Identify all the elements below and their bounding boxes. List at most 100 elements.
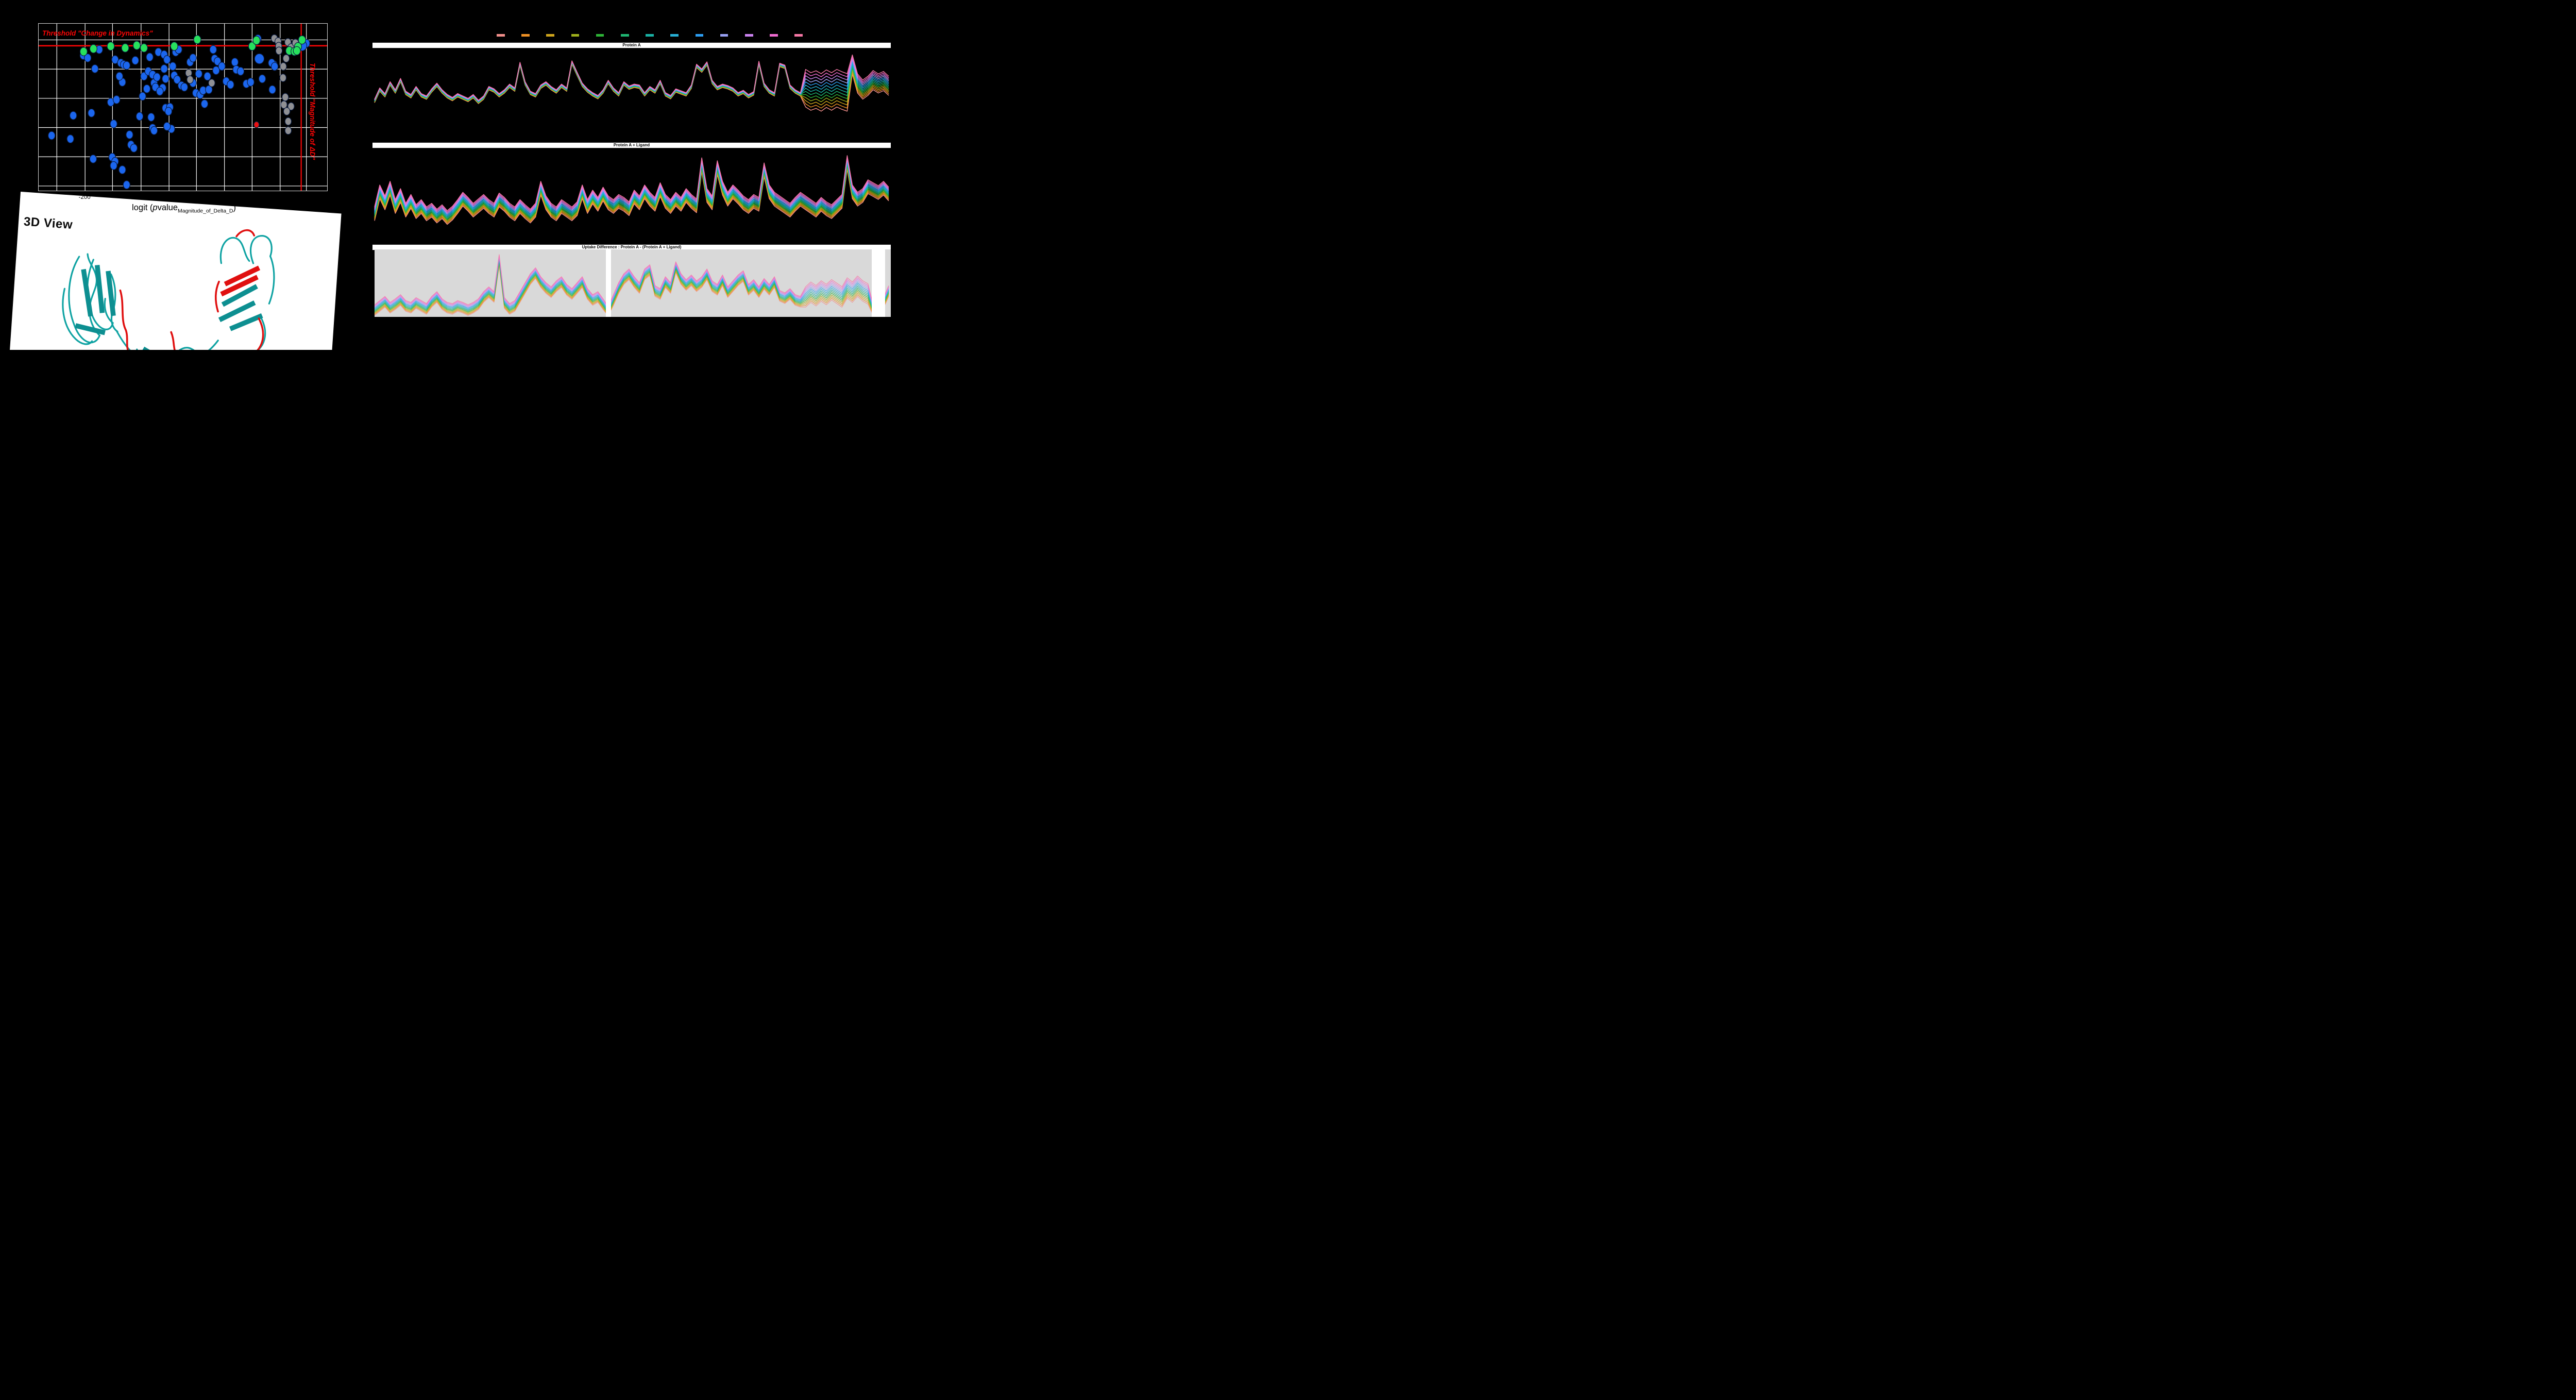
uptake-series-line	[374, 256, 889, 309]
uptake-series-line	[374, 257, 889, 310]
scatter-point-gray	[281, 93, 289, 102]
xaxis-label-subscript: Magnitude_of_Delta_D	[178, 208, 233, 214]
scatter-point-gray	[287, 102, 295, 111]
xaxis-label-p: p	[152, 203, 158, 212]
uptake-series-line	[374, 255, 889, 308]
uptake-series-line	[374, 54, 889, 100]
3d-view-panel: 3D View	[8, 192, 342, 350]
scatter-point-blue	[118, 165, 126, 175]
scatter-point-gray	[283, 107, 291, 116]
legend-timepoint-swatch	[521, 34, 530, 37]
scatter-point-blue	[126, 130, 133, 139]
legend-timepoint-swatch	[745, 34, 753, 37]
scatter-point-blue	[110, 161, 117, 170]
scatter-point-blue	[88, 108, 95, 117]
scatter-point-gray	[284, 126, 292, 135]
uptake-difference-canvas	[374, 254, 889, 316]
uptake-series-line	[374, 159, 889, 215]
legend-timepoint-swatch	[546, 34, 554, 37]
uptake-series-line	[374, 167, 889, 224]
scatter-point-blue	[139, 92, 146, 101]
scatter-point-blue	[143, 84, 151, 93]
uptake-series-line	[374, 156, 889, 212]
uptake-series-line	[374, 62, 889, 103]
volcano-scatter-plot: Threshold "Change in Dynamics" Threshold…	[38, 23, 328, 191]
scatter-point-blue	[153, 73, 161, 82]
scatter-point-blue	[231, 58, 239, 67]
scatter-point-blue	[66, 134, 74, 144]
xaxis-label-suffix: )	[233, 203, 236, 212]
scatter-point-blue	[169, 62, 177, 71]
scatter-point-blue	[163, 55, 171, 64]
chart-title-protein-a-ligand: Protein A + Ligand	[613, 143, 650, 147]
difference-band-background	[885, 249, 891, 317]
scatter-point-blue	[110, 119, 117, 128]
uptake-difference-chart	[372, 249, 891, 317]
scatter-point-green	[89, 44, 98, 54]
uptake-series-line	[374, 262, 889, 315]
scatter-point-blue	[189, 53, 197, 62]
uptake-chart-protein-a-ligand	[374, 155, 889, 225]
legend-timepoint-swatch	[571, 34, 580, 37]
scatter-point-blue	[112, 95, 121, 104]
scatter-point-green	[252, 36, 261, 45]
scatter-point-gray	[275, 46, 283, 55]
scatter-point-blue	[268, 85, 276, 94]
scatter-point-green	[132, 41, 141, 50]
chart-title-uptake-difference: Uptake Difference : Protein A - (Protein…	[582, 245, 682, 249]
scatter-point-blue	[147, 112, 155, 122]
scatter-point-blue	[162, 74, 170, 83]
scatter-point-green	[193, 35, 201, 44]
scatter-point-green	[170, 41, 178, 51]
scatter-point-blue	[130, 143, 138, 153]
scatter-x-axis-label: logit (pvalueMagnitude_of_Delta_D)	[109, 203, 259, 214]
scatter-point-blue	[146, 53, 154, 62]
uptake-series-line	[374, 59, 889, 102]
scatter-point-blue	[69, 111, 77, 120]
uptake-series-line	[374, 164, 889, 220]
legend-timepoint-swatch	[670, 34, 679, 37]
uptake-series-line	[374, 260, 889, 313]
hdx-dashboard-montage: 3D View	[0, 0, 913, 350]
uptake-series-line	[374, 261, 889, 314]
legend-timepoint-swatch	[770, 34, 778, 37]
scatter-point-blue	[89, 154, 97, 163]
scatter-point-blue	[115, 72, 123, 81]
protein-ribbon-figure	[62, 229, 275, 350]
uptake-series-line	[374, 160, 889, 217]
scatter-point-gray	[284, 117, 292, 126]
scatter-point-blue	[123, 61, 130, 70]
scatter-point-gray	[280, 62, 287, 71]
scatter-point-blue	[131, 56, 139, 65]
uptake-series-line	[374, 158, 889, 214]
uptake-chart-protein-a	[374, 54, 889, 112]
uptake-series-line	[374, 254, 889, 307]
uptake-series-line	[374, 62, 889, 103]
threshold-change-in-dynamics-label: Threshold "Change in Dynamics"	[42, 29, 153, 37]
legend-timepoint-swatch	[720, 34, 728, 37]
chart-title-strip-protein-a: Protein A	[372, 42, 891, 48]
scatter-point-gray	[208, 79, 215, 88]
scatter-point-gray	[282, 54, 290, 63]
scatter-point-blue	[180, 82, 188, 92]
threshold-magnitude-of-dd-label: Threshold "Magnitude of ΔD"	[309, 63, 316, 160]
scatter-point-red	[253, 121, 260, 128]
uptake-series-line	[374, 162, 889, 218]
xaxis-label-value: value	[157, 203, 178, 212]
scatter-point-green	[248, 41, 256, 51]
scatter-point-blue	[270, 62, 279, 71]
x-tick-label: 200	[303, 194, 313, 200]
scatter-point-blue	[258, 74, 266, 83]
legend-timepoint-swatch	[621, 34, 629, 37]
missing-data-gap	[605, 249, 612, 317]
scatter-point-green	[298, 35, 306, 45]
legend-timepoint-swatch	[596, 34, 604, 37]
scatter-point-green	[140, 43, 148, 53]
scatter-point-green	[107, 41, 115, 51]
scatter-point-gray	[280, 100, 287, 109]
uptake-series-line	[374, 60, 889, 102]
scatter-point-blue	[173, 75, 181, 85]
uptake-series-line	[374, 264, 889, 316]
scatter-point-green	[293, 46, 301, 56]
scatter-point-blue	[123, 180, 130, 190]
